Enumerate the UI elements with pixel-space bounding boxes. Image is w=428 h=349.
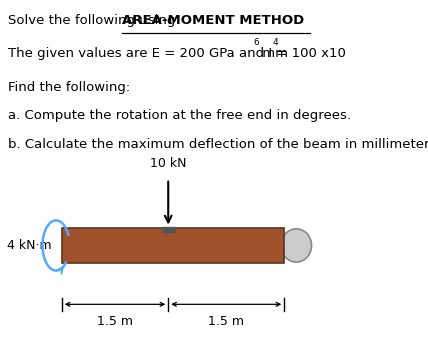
Text: 10 kN: 10 kN <box>150 157 187 170</box>
Text: mm: mm <box>258 47 288 60</box>
Bar <box>62 228 284 263</box>
Text: a. Compute the rotation at the free end in degrees.: a. Compute the rotation at the free end … <box>8 109 351 122</box>
Bar <box>162 228 175 232</box>
Text: The given values are E = 200 GPa and I = 100 x10: The given values are E = 200 GPa and I =… <box>8 47 346 60</box>
Text: 1.5 m: 1.5 m <box>97 315 133 328</box>
Circle shape <box>281 229 312 262</box>
Text: AREA-MOMENT METHOD: AREA-MOMENT METHOD <box>122 14 304 27</box>
Text: 4: 4 <box>272 38 278 47</box>
Text: b. Calculate the maximum deflection of the beam in millimeters.: b. Calculate the maximum deflection of t… <box>8 138 428 151</box>
Text: 1.5 m: 1.5 m <box>208 315 244 328</box>
Text: Solve the following using: Solve the following using <box>8 14 179 27</box>
Text: 6: 6 <box>253 38 259 47</box>
Text: 4 kN·m: 4 kN·m <box>7 239 51 252</box>
Text: Find the following:: Find the following: <box>8 81 130 94</box>
